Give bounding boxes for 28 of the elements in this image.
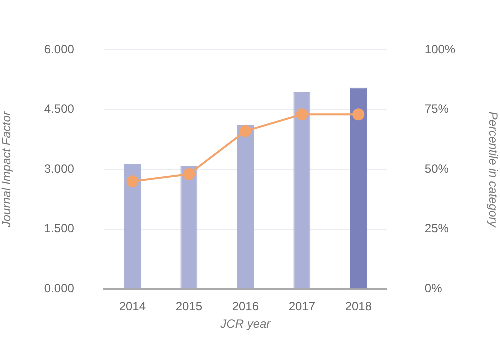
point — [352, 108, 365, 121]
y2-tick-label: 0% — [424, 282, 443, 296]
y-tick-label: 1.500 — [44, 222, 75, 236]
y2-axis-title: Percentile in category — [486, 112, 500, 228]
y-axis-title: Journal Impact Factor — [0, 110, 14, 229]
bar — [180, 166, 198, 289]
y2-tick-label: 25% — [424, 222, 450, 236]
y2-tick-label: 50% — [424, 162, 450, 176]
x-axis-title: JCR year — [220, 317, 272, 332]
point — [296, 108, 308, 121]
x-tick-label: 2018 — [345, 300, 372, 314]
point — [240, 125, 252, 138]
x-tick-label: 2015 — [176, 300, 203, 314]
x-tick-label: 2017 — [288, 300, 316, 314]
y-tick-label: 4.500 — [44, 102, 75, 116]
x-tick-label: 2016 — [232, 300, 260, 314]
bar — [294, 92, 311, 289]
y-tick-label: 3.000 — [44, 162, 75, 176]
x-tick-label: 2014 — [119, 300, 146, 314]
y2-tick-label: 100% — [424, 42, 456, 56]
bar — [237, 124, 254, 289]
y2-tick-label: 75% — [424, 102, 450, 116]
bar — [124, 164, 142, 289]
bar — [350, 88, 368, 289]
y-tick-label: 6.000 — [44, 42, 75, 56]
point — [126, 176, 139, 188]
point — [183, 168, 196, 180]
y-tick-label: 0.000 — [44, 282, 75, 296]
